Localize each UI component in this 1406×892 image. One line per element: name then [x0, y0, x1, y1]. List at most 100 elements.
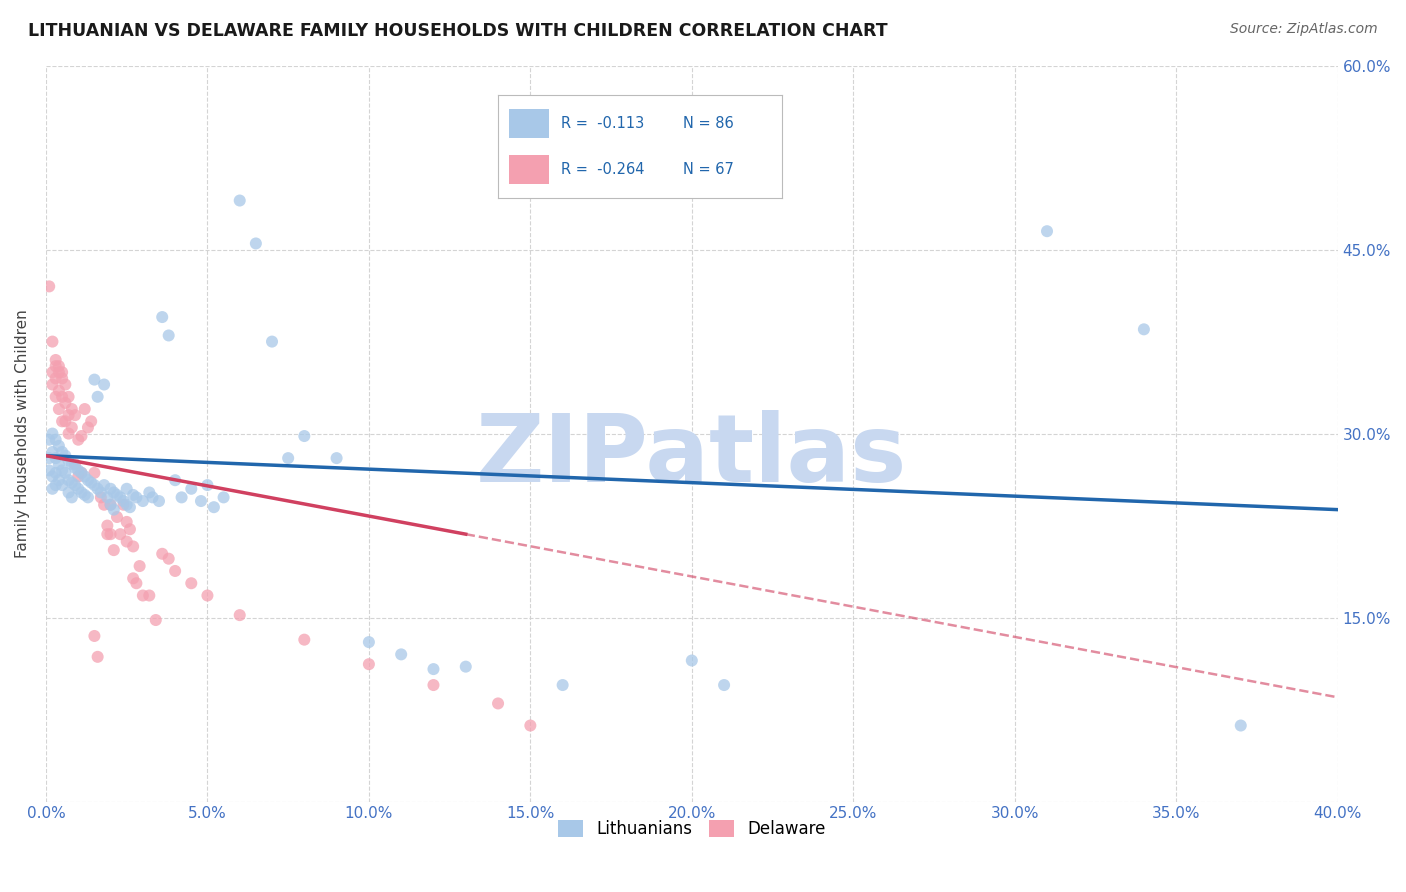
Point [67, 469, 90, 483]
Y-axis label: Family Households with Children: Family Households with Children [15, 310, 30, 558]
Point [138, 589, 160, 603]
Point [100, 527, 122, 541]
Point [38, 279, 60, 293]
Point [51, 371, 73, 385]
Point [519, 718, 541, 732]
Point [122, 571, 145, 585]
Point [90, 485, 112, 500]
Point [48, 457, 70, 471]
Point [38, 463, 60, 477]
Point [228, 194, 250, 208]
Point [292, 632, 315, 647]
Point [45, 478, 67, 492]
Point [125, 576, 148, 591]
Point [100, 498, 122, 512]
Point [148, 494, 170, 508]
Point [51, 414, 73, 428]
Point [150, 547, 173, 561]
Point [100, 498, 122, 512]
Text: LITHUANIAN VS DELAWARE FAMILY HOUSEHOLDS WITH CHILDREN CORRELATION CHART: LITHUANIAN VS DELAWARE FAMILY HOUSEHOLDS… [28, 22, 887, 40]
Point [96, 527, 118, 541]
Point [53, 414, 76, 428]
Point [60, 402, 83, 417]
Point [63, 457, 86, 471]
Point [118, 522, 141, 536]
Point [165, 473, 187, 487]
Point [165, 564, 187, 578]
Point [86, 649, 108, 664]
Point [58, 485, 80, 500]
Point [51, 390, 73, 404]
Point [90, 491, 112, 505]
Point [45, 433, 67, 447]
Point [80, 475, 103, 490]
Point [45, 353, 67, 368]
Point [422, 678, 444, 692]
Point [93, 377, 115, 392]
Point [103, 502, 125, 516]
Point [77, 420, 100, 434]
Point [48, 439, 70, 453]
Text: ZIPatlas: ZIPatlas [477, 409, 907, 501]
Point [45, 371, 67, 385]
Point [197, 478, 219, 492]
Point [73, 469, 96, 483]
Point [422, 662, 444, 676]
Point [45, 390, 67, 404]
Point [713, 678, 735, 692]
Point [180, 482, 202, 496]
Point [1229, 718, 1251, 732]
Point [190, 494, 212, 508]
Point [486, 697, 509, 711]
Point [58, 453, 80, 467]
Point [48, 384, 70, 398]
Point [245, 236, 267, 251]
Point [67, 463, 90, 477]
Point [100, 482, 122, 496]
Point [53, 466, 76, 480]
Text: Source: ZipAtlas.com: Source: ZipAtlas.com [1230, 22, 1378, 37]
Point [58, 408, 80, 422]
Point [145, 613, 167, 627]
Point [70, 466, 93, 480]
Point [51, 445, 73, 459]
Point [41, 377, 63, 392]
Legend: Lithuanians, Delaware: Lithuanians, Delaware [551, 814, 832, 845]
Point [180, 576, 202, 591]
Point [128, 559, 150, 574]
Point [45, 359, 67, 373]
Point [60, 475, 83, 490]
Point [681, 653, 703, 667]
Point [292, 429, 315, 443]
Point [67, 433, 90, 447]
Point [51, 478, 73, 492]
Point [83, 466, 105, 480]
Point [77, 491, 100, 505]
Point [96, 491, 118, 505]
Point [60, 420, 83, 434]
Point [115, 534, 138, 549]
Point [63, 478, 86, 492]
Point [1133, 322, 1156, 336]
Point [58, 426, 80, 441]
Point [48, 359, 70, 373]
Point [63, 408, 86, 422]
Point [115, 515, 138, 529]
Point [389, 648, 412, 662]
Point [86, 482, 108, 496]
Point [38, 433, 60, 447]
Point [77, 473, 100, 487]
Point [53, 377, 76, 392]
Point [260, 334, 283, 349]
Point [103, 485, 125, 500]
Point [51, 365, 73, 379]
Point [48, 473, 70, 487]
Point [357, 635, 380, 649]
Point [141, 491, 163, 505]
Point [132, 494, 155, 508]
Point [150, 310, 173, 324]
Point [70, 485, 93, 500]
Point [112, 494, 135, 508]
Point [41, 426, 63, 441]
Point [80, 414, 103, 428]
